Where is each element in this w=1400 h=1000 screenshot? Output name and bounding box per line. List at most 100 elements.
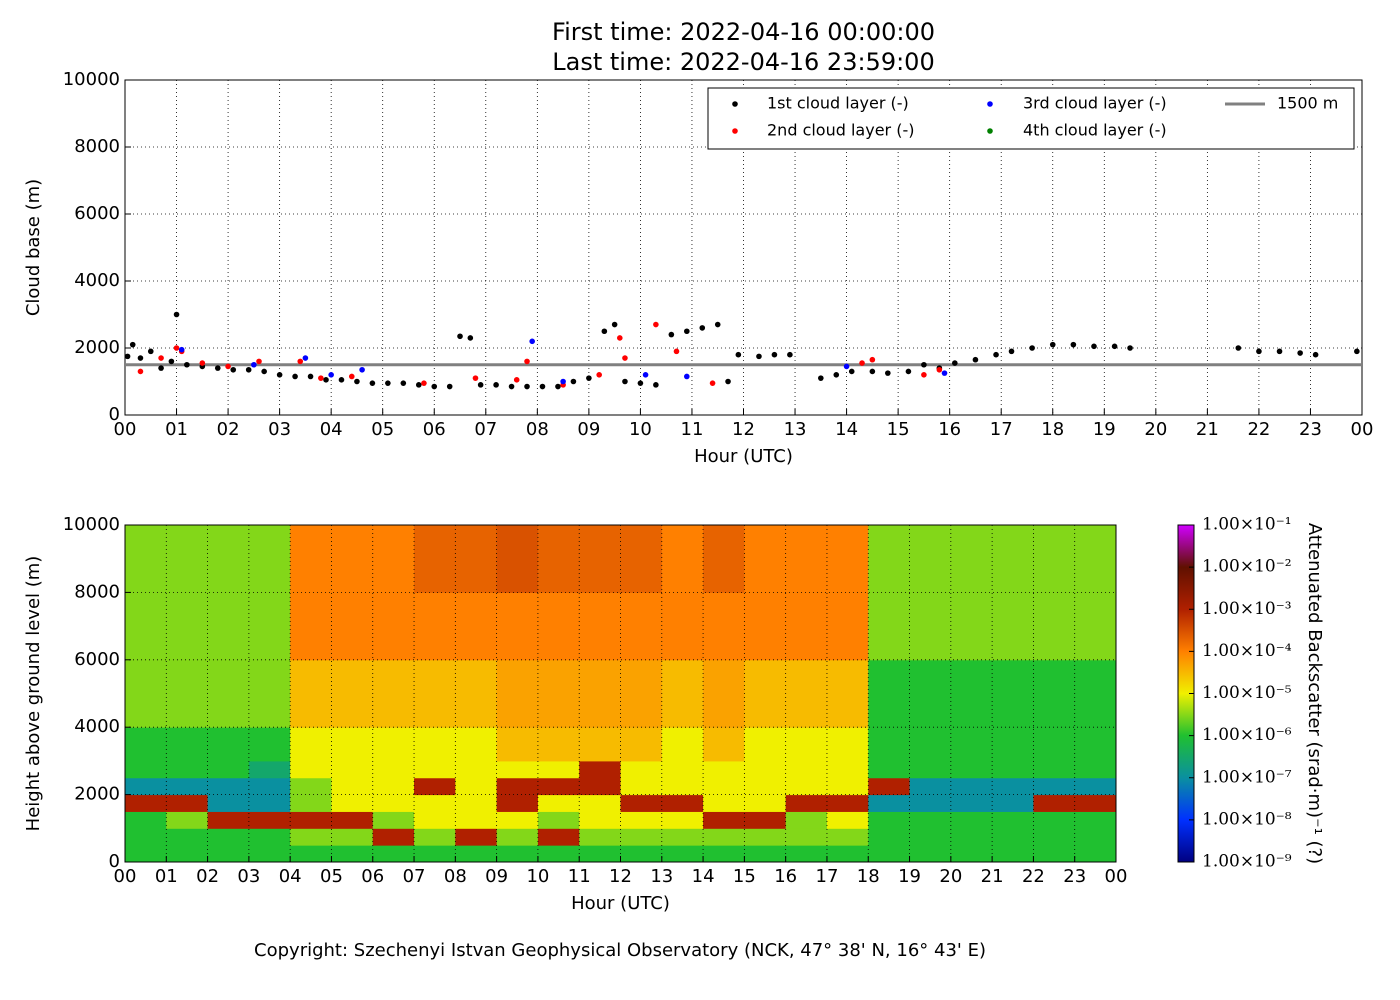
heat-cell xyxy=(537,845,580,863)
heat-cell xyxy=(1033,777,1076,796)
cloud-point xyxy=(421,380,427,386)
heat-cell xyxy=(331,845,374,863)
heat-cell xyxy=(372,794,415,812)
heat-cell xyxy=(455,777,498,796)
x-tick-label: 17 xyxy=(816,866,839,887)
cloud-point xyxy=(513,377,520,383)
heat-cell xyxy=(703,811,745,829)
cloud-point xyxy=(323,377,329,383)
plot-frame xyxy=(124,79,1363,416)
cloud-point xyxy=(173,311,180,318)
y-tick-label: 2000 xyxy=(74,337,120,358)
heat-cell xyxy=(950,828,993,846)
x-tick-label: 13 xyxy=(650,866,673,887)
x-tick-label: 11 xyxy=(681,419,704,440)
heat-cell xyxy=(125,760,167,779)
cloud-point xyxy=(359,366,365,373)
heat-cell xyxy=(248,828,291,846)
cloud-point xyxy=(297,358,304,365)
heat-cell xyxy=(826,845,869,863)
cloud-point xyxy=(302,355,309,361)
cloud-point xyxy=(1354,348,1360,355)
heat-cell xyxy=(372,659,415,728)
colorbar-tick-label: 1.00×10⁻⁴ xyxy=(1202,641,1292,661)
heat-cell xyxy=(868,760,911,779)
cloud-point xyxy=(184,361,190,368)
heat-cell xyxy=(909,794,952,812)
heat-cell xyxy=(290,659,332,728)
heat-cell xyxy=(950,592,993,661)
colorbar-tick-label: 1.00×10⁻⁶ xyxy=(1202,725,1292,745)
heat-cell xyxy=(620,845,663,863)
heat-cell xyxy=(372,777,415,796)
cloud-point xyxy=(869,356,876,363)
heat-cell xyxy=(125,794,167,812)
heat-cell xyxy=(125,811,167,829)
heat-cell xyxy=(248,659,291,728)
heat-cell xyxy=(331,760,374,779)
heat-cell xyxy=(785,525,828,593)
heat-cell xyxy=(868,794,911,812)
y-tick-label: 10000 xyxy=(63,514,120,535)
cloud-point xyxy=(338,377,345,383)
heat-cell xyxy=(290,525,332,593)
cloud-point xyxy=(1008,348,1015,355)
heat-cell xyxy=(372,760,415,779)
cloud-point xyxy=(457,333,463,340)
x-tick-label: 02 xyxy=(196,866,219,887)
cloud-point xyxy=(921,361,927,368)
heat-cell xyxy=(331,727,374,762)
heat-cell xyxy=(455,727,498,762)
heat-cell xyxy=(785,845,828,863)
heat-cell xyxy=(909,525,952,593)
heat-cell xyxy=(166,525,209,593)
heat-cell xyxy=(166,659,209,728)
heat-cell xyxy=(496,845,539,863)
cloud-point xyxy=(178,346,185,353)
legend-label: 4th cloud layer (-) xyxy=(1023,121,1167,140)
heat-cell xyxy=(331,777,374,796)
heat-cell xyxy=(703,659,745,728)
cloud-point xyxy=(735,351,742,358)
heat-cell xyxy=(1074,845,1117,863)
heat-cell xyxy=(909,760,952,779)
heat-cell xyxy=(207,760,250,779)
x-tick-label: 21 xyxy=(1196,419,1219,440)
heat-cell xyxy=(620,727,663,762)
heat-cell xyxy=(125,727,167,762)
cloud-point xyxy=(653,382,659,388)
heat-cell xyxy=(868,592,911,661)
x-tick-label: 19 xyxy=(1093,419,1116,440)
heat-cell xyxy=(785,727,828,762)
heat-cell xyxy=(537,794,580,812)
cloud-point xyxy=(596,372,602,378)
heat-cell xyxy=(248,811,291,829)
heat-cell xyxy=(620,760,663,779)
legend-label: 1st cloud layer (-) xyxy=(767,94,909,113)
x-tick-label: 20 xyxy=(939,866,962,887)
heat-cell xyxy=(620,592,663,661)
heat-cell xyxy=(950,811,993,829)
cloud-point xyxy=(684,328,690,335)
heat-cell xyxy=(785,794,828,812)
x-tick-label: 23 xyxy=(1299,419,1322,440)
heat-cell xyxy=(455,760,498,779)
heat-cell xyxy=(414,828,456,846)
heat-cell xyxy=(166,845,209,863)
heat-cell xyxy=(290,760,332,779)
heat-cell xyxy=(909,659,952,728)
heat-cell xyxy=(207,828,250,846)
heat-cell xyxy=(703,760,745,779)
heat-cell xyxy=(579,659,621,728)
heat-cell xyxy=(372,525,415,593)
heat-cell xyxy=(166,811,209,829)
heat-cell xyxy=(455,592,498,661)
heat-cell xyxy=(496,811,539,829)
heat-cell xyxy=(537,811,580,829)
heat-cell xyxy=(661,811,704,829)
heat-cell xyxy=(868,811,911,829)
x-tick-label: 10 xyxy=(526,866,549,887)
heat-cell xyxy=(537,659,580,728)
heat-cell xyxy=(909,727,952,762)
x-tick-label: 13 xyxy=(784,419,807,440)
